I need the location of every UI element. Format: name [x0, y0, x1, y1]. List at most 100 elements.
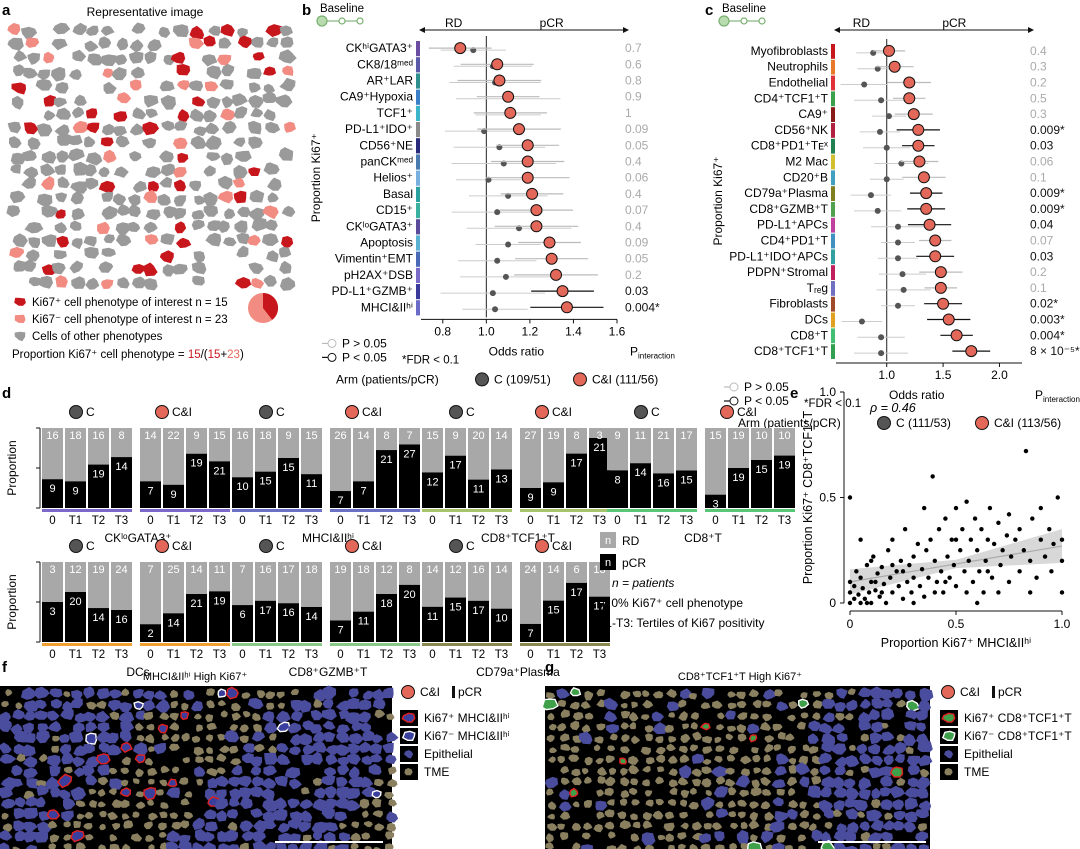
- y-tick-label: 0: [829, 596, 836, 610]
- tissue-cell: [119, 730, 132, 743]
- cell: [27, 137, 41, 150]
- cell: [237, 27, 248, 39]
- c-point: [874, 207, 881, 214]
- tissue-cell: [568, 754, 580, 762]
- row-label: AR⁺LAR: [367, 74, 414, 88]
- pcr-legend: pCR: [622, 556, 646, 570]
- row-color-bar: [831, 296, 835, 312]
- cell: [142, 137, 157, 149]
- cell: [55, 275, 68, 288]
- pcr-bar: [376, 450, 397, 508]
- tissue-cell: [729, 746, 739, 754]
- tissue-cell: [737, 799, 747, 807]
- tissue-cell: [605, 755, 615, 764]
- tissue-cell: [155, 698, 171, 713]
- cell: [191, 219, 205, 231]
- tissue-cell: [762, 700, 772, 708]
- cell: [41, 234, 57, 247]
- tissue-cell: [298, 821, 311, 833]
- cell: [177, 152, 189, 163]
- scatter-point: [934, 579, 940, 585]
- rd-label: RD: [445, 16, 463, 30]
- pcr-bar: [376, 594, 397, 642]
- phenotype-color-strip: [705, 509, 795, 512]
- x-category: T2: [472, 649, 485, 661]
- rd-count: 9: [614, 430, 620, 442]
- tissue-cell: [642, 765, 651, 773]
- scatter-point: [902, 526, 908, 532]
- tissue-cell: [572, 712, 584, 721]
- rd-count: 12: [449, 564, 461, 576]
- legend-p2: P < 0.05: [744, 394, 789, 408]
- p-value: 0.4: [625, 187, 642, 201]
- scatter-point: [907, 562, 912, 568]
- row-color-bar: [416, 154, 420, 170]
- tissue-cell: [784, 733, 795, 741]
- pcr-bar: [520, 488, 541, 508]
- tissue-cell: [50, 698, 63, 709]
- x-category: 0: [239, 515, 245, 527]
- cell: [11, 82, 26, 95]
- arm-ci-label: C&I (111/56): [592, 372, 658, 386]
- tissue-cell: [387, 778, 398, 788]
- cell: [74, 94, 87, 106]
- p-value: 0.06: [625, 171, 649, 185]
- tissue-cell: [262, 811, 277, 823]
- tissue-cell: [824, 691, 834, 700]
- row-color-bar: [416, 89, 420, 105]
- p-value: 0.2: [625, 268, 642, 282]
- tissue-cell: [581, 832, 591, 840]
- cell: [115, 135, 130, 148]
- cell: [261, 233, 279, 246]
- arm-ci-marker: [535, 539, 549, 553]
- cell: [43, 95, 57, 107]
- pcr-bar: [65, 481, 86, 508]
- scatter-point: [936, 526, 942, 532]
- cell: [55, 192, 67, 203]
- tissue-cell: [49, 834, 60, 843]
- rd-count: 17: [680, 430, 692, 442]
- pcr-bar: [186, 453, 207, 508]
- arm-c-label: C (111/53): [896, 416, 951, 430]
- ci-point: [907, 108, 920, 121]
- tissue-cell: [63, 820, 71, 828]
- pcr-bar: [42, 479, 63, 508]
- scatter-point: [873, 579, 878, 585]
- rd-count: 16: [236, 430, 248, 442]
- rd-count: 12: [69, 564, 81, 576]
- rd-bar: [566, 428, 587, 454]
- tissue-cell: [569, 701, 580, 710]
- forest-xlabel: Odds ratio: [889, 388, 945, 402]
- tissue-cell: [812, 712, 821, 721]
- pcr-bar: [163, 484, 184, 508]
- x-category: T3: [495, 649, 508, 661]
- tissue-cell: [836, 688, 848, 699]
- tissue-cell: [182, 757, 190, 764]
- scatter-point: [915, 541, 921, 547]
- cell: [160, 163, 176, 177]
- tissue-cell: [871, 787, 882, 799]
- tissue-cell: [906, 755, 920, 766]
- row-color-bar: [416, 186, 420, 202]
- tissue-cell: [73, 820, 81, 828]
- cell: [132, 180, 147, 193]
- tissue-cell: [362, 810, 369, 818]
- tissue-cell: [215, 789, 227, 800]
- c-point: [502, 273, 509, 280]
- cell: [71, 238, 83, 250]
- rd-count: 18: [259, 430, 271, 442]
- tissue-cell: [735, 774, 751, 788]
- row-color-bar: [831, 170, 835, 186]
- cell: [279, 260, 292, 274]
- tissue-cell: [836, 733, 848, 742]
- tissue-cell: [727, 702, 737, 710]
- tissue-cell: [833, 800, 845, 811]
- tissue-cell: [109, 778, 124, 790]
- tissue-cell: [879, 689, 894, 699]
- legend-p2: P < 0.05: [342, 350, 387, 364]
- cell: [28, 237, 40, 249]
- tissue-cell: [373, 778, 384, 787]
- tissue-cell: [690, 712, 699, 720]
- tissue-cell: [242, 710, 251, 718]
- rd-count: 26: [334, 430, 346, 442]
